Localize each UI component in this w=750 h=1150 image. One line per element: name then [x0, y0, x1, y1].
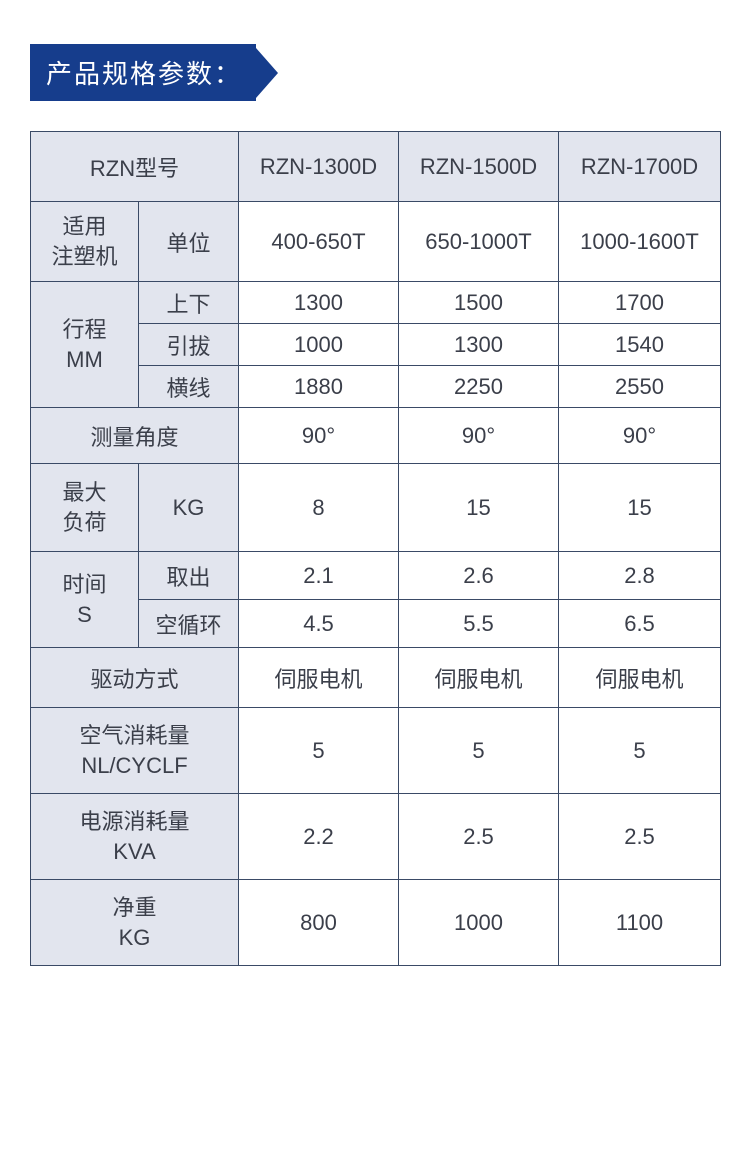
stroke-label-l1: 行程 — [62, 317, 106, 342]
cell: 5 — [239, 708, 399, 794]
time-label: 时间 S — [31, 552, 139, 648]
table-row: 测量角度 90° 90° 90° — [31, 408, 721, 464]
cell: 5.5 — [399, 600, 559, 648]
section-header: 产品规格参数： — [30, 44, 750, 101]
cell: 5 — [559, 708, 721, 794]
cell: 1000 — [239, 324, 399, 366]
model-col-1: RZN-1300D — [239, 132, 399, 202]
table-row: 最大 负荷 KG 8 15 15 — [31, 464, 721, 552]
table-row: 驱动方式 伺服电机 伺服电机 伺服电机 — [31, 648, 721, 708]
power-label: 电源消耗量 KVA — [31, 794, 239, 880]
air-label-l1: 空气消耗量 — [79, 723, 189, 748]
cell: 800 — [239, 880, 399, 966]
cell: 1300 — [399, 324, 559, 366]
cell: 2.1 — [239, 552, 399, 600]
cell: 400-650T — [239, 202, 399, 282]
time-label-l2: S — [77, 602, 92, 627]
cell: 1700 — [559, 282, 721, 324]
cell: 伺服电机 — [399, 648, 559, 708]
cell: 2.8 — [559, 552, 721, 600]
time-sub-1: 空循环 — [139, 600, 239, 648]
cell: 1500 — [399, 282, 559, 324]
load-unit: KG — [139, 464, 239, 552]
section-title: 产品规格参数： — [30, 44, 256, 101]
machine-label: 适用 注塑机 — [31, 202, 139, 282]
machine-label-l1: 适用 — [62, 214, 106, 239]
cell: 90° — [239, 408, 399, 464]
cell: 2.5 — [399, 794, 559, 880]
stroke-sub-1: 引拔 — [139, 324, 239, 366]
cell: 1000-1600T — [559, 202, 721, 282]
cell: 2.5 — [559, 794, 721, 880]
table-row: 适用 注塑机 单位 400-650T 650-1000T 1000-1600T — [31, 202, 721, 282]
load-label-l1: 最大 — [62, 480, 106, 505]
cell: 90° — [399, 408, 559, 464]
time-label-l1: 时间 — [62, 572, 106, 597]
spec-table: RZN型号 RZN-1300D RZN-1500D RZN-1700D 适用 注… — [30, 131, 721, 966]
power-label-l1: 电源消耗量 — [79, 809, 189, 834]
cell: 8 — [239, 464, 399, 552]
table-row: 时间 S 取出 2.1 2.6 2.8 — [31, 552, 721, 600]
cell: 6.5 — [559, 600, 721, 648]
table-row: RZN型号 RZN-1300D RZN-1500D RZN-1700D — [31, 132, 721, 202]
net-label-l1: 净重 — [112, 895, 156, 920]
table-row: 行程 MM 上下 1300 1500 1700 — [31, 282, 721, 324]
net-label: 净重 KG — [31, 880, 239, 966]
machine-label-l2: 注塑机 — [51, 244, 117, 269]
cell: 2.6 — [399, 552, 559, 600]
machine-unit: 单位 — [139, 202, 239, 282]
stroke-label-l2: MM — [66, 347, 103, 372]
power-label-l2: KVA — [113, 839, 155, 864]
cell: 2.2 — [239, 794, 399, 880]
table-row: 空气消耗量 NL/CYCLF 5 5 5 — [31, 708, 721, 794]
drive-label: 驱动方式 — [31, 648, 239, 708]
net-label-l2: KG — [119, 925, 151, 950]
model-col-3: RZN-1700D — [559, 132, 721, 202]
cell: 15 — [399, 464, 559, 552]
table-row: 净重 KG 800 1000 1100 — [31, 880, 721, 966]
cell: 15 — [559, 464, 721, 552]
time-sub-0: 取出 — [139, 552, 239, 600]
air-label-l2: NL/CYCLF — [81, 753, 187, 778]
stroke-sub-2: 横线 — [139, 366, 239, 408]
load-label-l2: 负荷 — [62, 510, 106, 535]
cell: 伺服电机 — [239, 648, 399, 708]
cell: 2550 — [559, 366, 721, 408]
cell: 1880 — [239, 366, 399, 408]
cell: 1300 — [239, 282, 399, 324]
cell: 4.5 — [239, 600, 399, 648]
table-row: 电源消耗量 KVA 2.2 2.5 2.5 — [31, 794, 721, 880]
cell: 1540 — [559, 324, 721, 366]
cell: 1100 — [559, 880, 721, 966]
cell: 90° — [559, 408, 721, 464]
cell: 650-1000T — [399, 202, 559, 282]
model-col-2: RZN-1500D — [399, 132, 559, 202]
stroke-sub-0: 上下 — [139, 282, 239, 324]
section-title-arrow — [256, 48, 278, 98]
cell: 5 — [399, 708, 559, 794]
model-label: RZN型号 — [31, 132, 239, 202]
load-label: 最大 负荷 — [31, 464, 139, 552]
angle-label: 测量角度 — [31, 408, 239, 464]
cell: 伺服电机 — [559, 648, 721, 708]
stroke-label: 行程 MM — [31, 282, 139, 408]
air-label: 空气消耗量 NL/CYCLF — [31, 708, 239, 794]
cell: 1000 — [399, 880, 559, 966]
cell: 2250 — [399, 366, 559, 408]
